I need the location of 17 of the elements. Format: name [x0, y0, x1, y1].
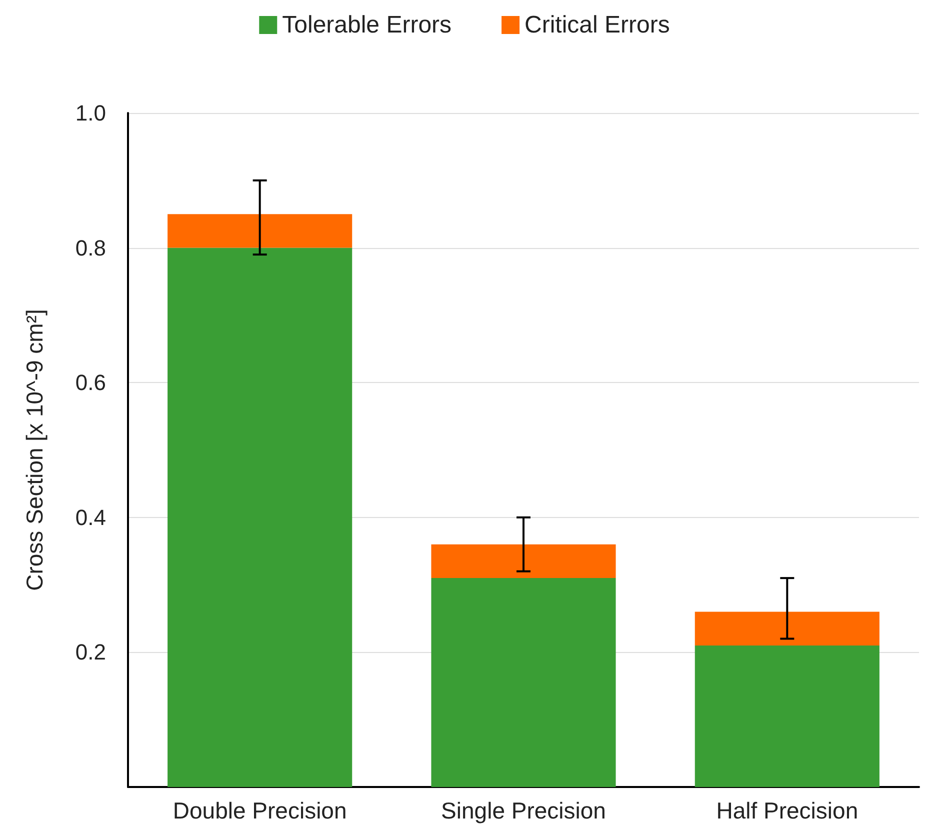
y-tick-label: 1.0	[75, 100, 106, 126]
x-tick-label: Single Precision	[441, 798, 606, 824]
y-tick-label: 0.6	[75, 370, 106, 396]
legend-label: Critical Errors	[524, 12, 670, 38]
bar	[431, 544, 616, 578]
bar	[168, 214, 352, 248]
x-tick-label: Half Precision	[716, 798, 858, 824]
bar	[168, 248, 352, 787]
y-axis-title: Cross Section [x 10^-9 cm²]	[22, 309, 48, 591]
legend-label: Tolerable Errors	[282, 12, 452, 38]
bar	[694, 612, 880, 646]
y-tick-label: 0.2	[75, 640, 106, 665]
y-tick-label: 0.8	[75, 235, 106, 260]
y-tick-label: 0.4	[75, 504, 106, 530]
bar	[694, 645, 880, 787]
bar	[431, 578, 616, 787]
x-tick-label: Double Precision	[172, 798, 347, 824]
